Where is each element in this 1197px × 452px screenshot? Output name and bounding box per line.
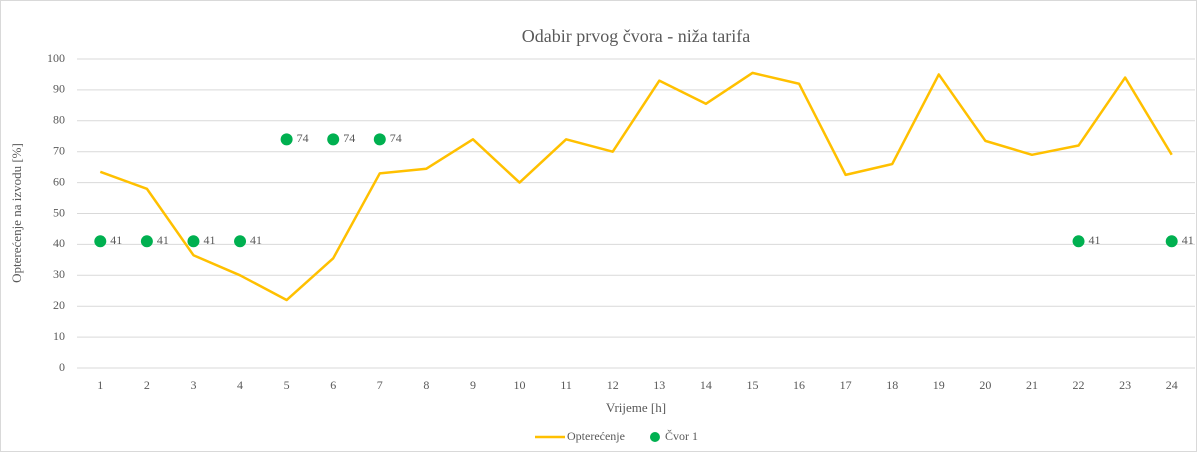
x-axis-label: Vrijeme [h] [606, 400, 666, 415]
x-tick-label: 2 [144, 378, 150, 392]
y-axis-label: Opterećenje na izvodu [%] [9, 143, 24, 283]
x-tick-label: 15 [746, 378, 758, 392]
y-tick-label: 60 [53, 174, 65, 188]
x-tick-label: 12 [607, 378, 619, 392]
data-label: 74 [390, 131, 402, 145]
x-tick-label: 6 [330, 378, 336, 392]
legend-label: Opterećenje [567, 429, 625, 443]
x-tick-label: 21 [1026, 378, 1038, 392]
scatter-point [280, 133, 293, 146]
y-tick-label: 30 [53, 267, 65, 281]
x-tick-label: 5 [284, 378, 290, 392]
x-tick-label: 20 [979, 378, 991, 392]
data-label: 41 [250, 233, 262, 247]
y-tick-label: 70 [53, 143, 65, 157]
legend-label: Čvor 1 [665, 429, 698, 443]
scatter-point [1072, 235, 1085, 248]
x-tick-label: 17 [840, 378, 852, 392]
x-tick-label: 11 [560, 378, 572, 392]
y-tick-label: 20 [53, 298, 65, 312]
x-tick-label: 22 [1073, 378, 1085, 392]
x-tick-label: 19 [933, 378, 945, 392]
x-tick-label: 10 [514, 378, 526, 392]
data-label: 41 [1089, 233, 1101, 247]
x-tick-label: 1 [97, 378, 103, 392]
scatter-point [140, 235, 153, 248]
scatter-point [234, 235, 247, 248]
data-label: 41 [1182, 233, 1194, 247]
y-tick-label: 80 [53, 113, 65, 127]
x-tick-label: 8 [423, 378, 429, 392]
scatter-point [373, 133, 386, 146]
y-tick-label: 40 [53, 236, 65, 250]
x-tick-label: 24 [1166, 378, 1178, 392]
x-tick-label: 23 [1119, 378, 1131, 392]
y-tick-label: 10 [53, 329, 65, 343]
x-tick-label: 18 [886, 378, 898, 392]
chart-title: Odabir prvog čvora - niža tarifa [522, 26, 750, 46]
x-tick-label: 16 [793, 378, 805, 392]
data-label: 74 [343, 131, 355, 145]
x-tick-label: 13 [653, 378, 665, 392]
line-series [99, 71, 1173, 302]
x-tick-label: 14 [700, 378, 712, 392]
scatter-point [187, 235, 200, 248]
y-tick-label: 100 [47, 51, 65, 65]
y-tick-label: 90 [53, 82, 65, 96]
scatter-point [1165, 235, 1178, 248]
x-tick-label: 3 [190, 378, 196, 392]
scatter-point [94, 235, 107, 248]
x-tick-label: 9 [470, 378, 476, 392]
scatter-point [327, 133, 340, 146]
data-label: 41 [157, 233, 169, 247]
y-tick-label: 50 [53, 205, 65, 219]
x-tick-label: 7 [377, 378, 383, 392]
data-label: 41 [203, 233, 215, 247]
data-label: 41 [110, 233, 122, 247]
data-label: 74 [297, 131, 309, 145]
legend-swatch [649, 432, 660, 442]
x-tick-label: 4 [237, 378, 243, 392]
y-tick-label: 0 [59, 360, 65, 374]
